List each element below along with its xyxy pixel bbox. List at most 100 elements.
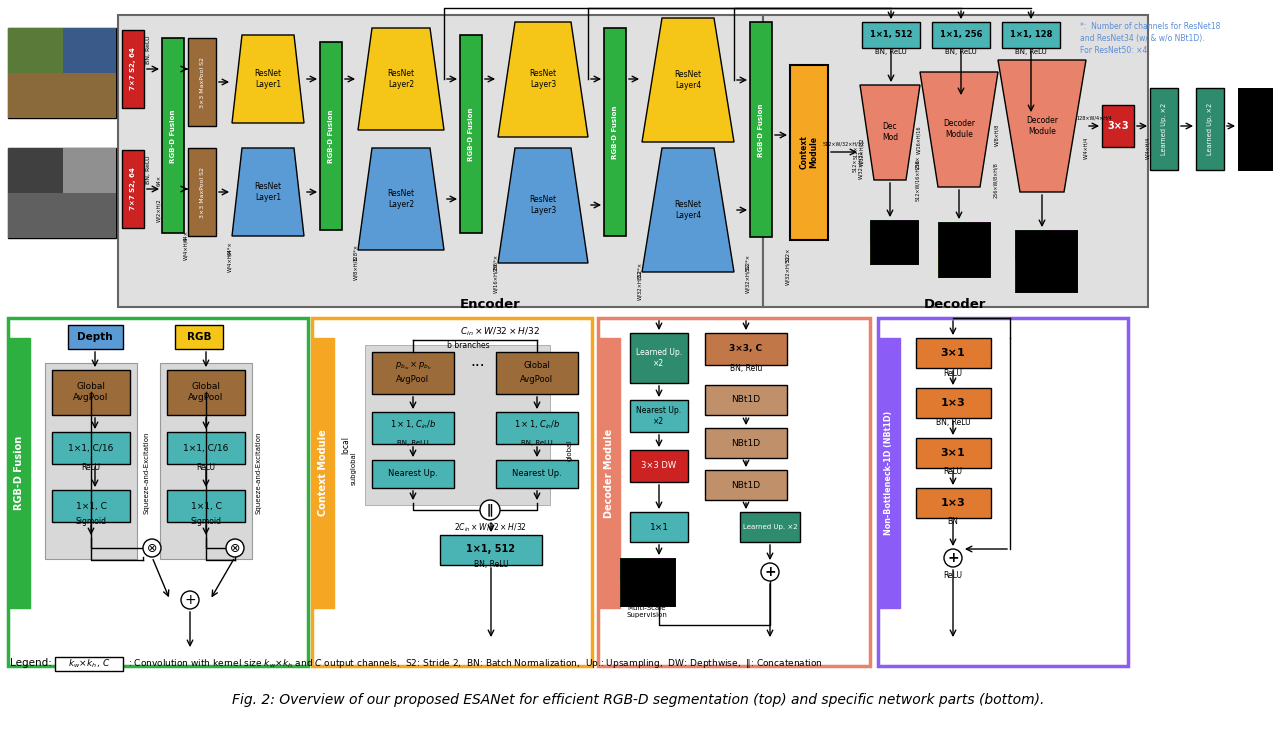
Bar	[1151, 88, 1177, 170]
Text: : Convolution with kernel size $k_w\!\times\!k_h$ and $C$ output channels,  S2: : : Convolution with kernel size $k_w\!\ti…	[128, 658, 822, 671]
Text: W/16×H/16: W/16×H/16	[493, 262, 498, 293]
Bar	[117, 15, 762, 307]
Text: ResNet
Layer2: ResNet Layer2	[387, 70, 415, 89]
Bar	[870, 220, 918, 264]
Text: Decoder
Module: Decoder Module	[1025, 117, 1059, 136]
Bar	[52, 370, 130, 415]
Text: 128*×: 128*×	[354, 243, 359, 260]
Text: BN, ReLU: BN, ReLU	[474, 561, 508, 570]
Text: Learned Up.
×2: Learned Up. ×2	[636, 348, 682, 368]
Text: +: +	[948, 551, 959, 565]
Bar	[705, 470, 787, 500]
Text: ResNet
Layer4: ResNet Layer4	[674, 200, 701, 220]
Bar	[495, 412, 578, 444]
Bar	[621, 558, 647, 582]
Text: BN, ReLU: BN, ReLU	[936, 418, 971, 427]
Text: ReLU: ReLU	[197, 463, 216, 471]
Text: ReLU: ReLU	[82, 463, 101, 471]
Text: ResNet
Layer1: ResNet Layer1	[254, 183, 281, 202]
Text: W/32×H/32: W/32×H/32	[746, 263, 751, 293]
Text: 1×1: 1×1	[650, 523, 668, 531]
Bar	[621, 582, 647, 606]
Text: 3×1: 3×1	[941, 448, 965, 458]
Bar	[63, 28, 116, 73]
Text: $p_{b_w} \times p_{b_h}$: $p_{b_w} \times p_{b_h}$	[395, 360, 432, 372]
Bar	[916, 338, 991, 368]
Bar	[894, 242, 918, 264]
Text: 1×3: 1×3	[941, 398, 965, 408]
Bar	[647, 582, 676, 606]
Bar	[1002, 22, 1060, 48]
Bar	[705, 428, 787, 458]
Text: 512×W/16×H/16: 512×W/16×H/16	[916, 159, 921, 201]
Text: Context Module: Context Module	[318, 430, 328, 516]
Text: 512*×: 512*×	[637, 262, 642, 279]
Text: BN, Relu: BN, Relu	[730, 364, 762, 374]
Bar	[1197, 88, 1223, 170]
Text: 64×: 64×	[184, 229, 189, 240]
Bar	[167, 370, 245, 415]
Text: Squeeze-and-Excitation: Squeeze-and-Excitation	[144, 432, 149, 515]
Text: 64*×: 64*×	[227, 241, 232, 255]
Text: 64×: 64×	[157, 174, 161, 185]
Text: 1×1, C/16: 1×1, C/16	[184, 443, 229, 452]
Text: $C_{in} \times W/32 \times H/32$: $C_{in} \times W/32 \times H/32$	[460, 325, 540, 337]
Polygon shape	[498, 148, 587, 263]
Bar	[175, 325, 223, 349]
Text: W/32×H/32: W/32×H/32	[785, 255, 790, 285]
Bar	[932, 22, 990, 48]
Polygon shape	[232, 35, 304, 123]
Text: Learned Up. ×2: Learned Up. ×2	[1207, 103, 1213, 155]
Text: $1 \times 1, C_{in}/b$: $1 \times 1, C_{in}/b$	[513, 419, 561, 431]
Bar	[621, 558, 676, 606]
Circle shape	[181, 591, 199, 609]
Text: RGB-D Fusion: RGB-D Fusion	[467, 107, 474, 161]
Text: $2C_{in} \times W/32 \times H/32$: $2C_{in} \times W/32 \times H/32$	[453, 522, 526, 534]
Bar	[939, 249, 964, 277]
Text: BN, ReLU: BN, ReLU	[521, 440, 553, 446]
Text: 256×W/8×H/8: 256×W/8×H/8	[994, 162, 999, 198]
Text: ResNet
Layer2: ResNet Layer2	[387, 189, 415, 209]
Bar	[1102, 105, 1134, 147]
Text: 1×1, 256: 1×1, 256	[940, 31, 982, 40]
Text: local: local	[341, 436, 350, 454]
Bar	[123, 30, 144, 108]
Bar	[790, 65, 827, 240]
Text: 128×W/4×H/4: 128×W/4×H/4	[1077, 116, 1112, 120]
Bar	[1015, 230, 1077, 292]
Bar	[1237, 88, 1272, 170]
Text: W/4×H/4: W/4×H/4	[184, 236, 189, 260]
Text: Non-Bottleneck-1D (NBt1D): Non-Bottleneck-1D (NBt1D)	[885, 411, 894, 535]
Polygon shape	[358, 28, 444, 130]
Text: Sigmoid: Sigmoid	[75, 517, 106, 526]
Text: Nearest Up.: Nearest Up.	[512, 470, 562, 479]
Text: Learned Up. ×2: Learned Up. ×2	[1161, 103, 1167, 155]
Text: W/4×H/4: W/4×H/4	[1083, 137, 1088, 159]
Text: $k_w\!\times\! k_h,\,C$: $k_w\!\times\! k_h,\,C$	[68, 658, 110, 670]
Text: ResNet
Layer3: ResNet Layer3	[530, 70, 557, 89]
Text: and ResNet34 (w/ & w/o NBt1D).: and ResNet34 (w/ & w/o NBt1D).	[1080, 34, 1204, 43]
Bar	[321, 42, 342, 230]
Bar	[705, 385, 787, 415]
Bar	[598, 338, 621, 608]
Text: RGB-D Fusion: RGB-D Fusion	[612, 106, 618, 158]
Bar	[372, 460, 455, 488]
Text: W/4×H/4: W/4×H/4	[227, 248, 232, 272]
Bar	[167, 432, 245, 464]
Text: BN, ReLU: BN, ReLU	[146, 36, 151, 65]
Circle shape	[480, 500, 501, 520]
Polygon shape	[859, 85, 919, 180]
Polygon shape	[232, 148, 304, 236]
Text: Squeeze-and-Excitation: Squeeze-and-Excitation	[255, 432, 261, 515]
Bar	[1237, 129, 1255, 170]
Bar	[162, 38, 184, 233]
Bar	[372, 412, 455, 444]
Bar	[460, 35, 481, 233]
Text: NBt1D: NBt1D	[732, 481, 761, 490]
Text: 1×1, 128: 1×1, 128	[1010, 31, 1052, 40]
Text: Depth: Depth	[77, 332, 112, 342]
Bar	[630, 512, 688, 542]
Text: RGB-D Fusion: RGB-D Fusion	[328, 109, 335, 163]
Bar	[705, 333, 787, 365]
Bar	[372, 352, 455, 394]
